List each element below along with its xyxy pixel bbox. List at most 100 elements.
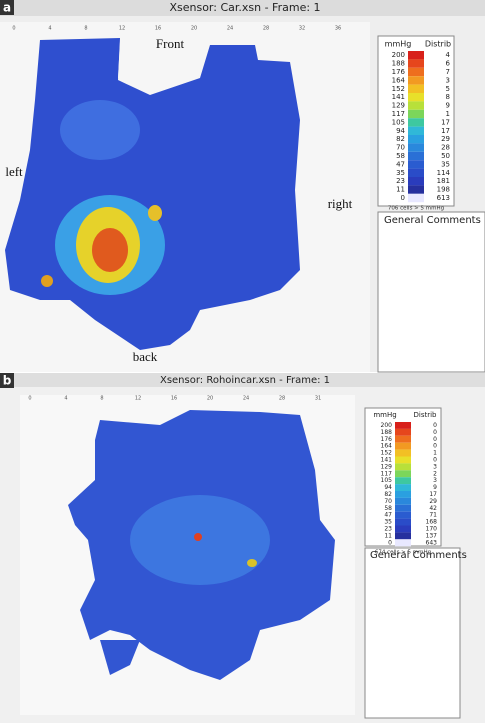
legend-level: 23 bbox=[384, 525, 392, 532]
legend-distrib: 0 bbox=[433, 456, 437, 463]
legend-cells: 674 cells > 5 mmHg bbox=[375, 550, 431, 556]
legend-level: 117 bbox=[392, 110, 405, 118]
annotation: back bbox=[133, 349, 158, 364]
legend-level: 94 bbox=[396, 127, 405, 135]
legend-swatch bbox=[408, 76, 424, 85]
legend-distrib: 17 bbox=[429, 491, 437, 498]
legend-distrib: 4 bbox=[446, 51, 451, 59]
panel-label-box bbox=[0, 0, 14, 15]
annotation: left bbox=[5, 164, 23, 179]
legend-distrib-header: Distrib bbox=[425, 40, 451, 49]
window-title: Xsensor: Car.xsn - Frame: 1 bbox=[169, 1, 320, 14]
legend-level: 82 bbox=[384, 491, 392, 498]
legend-swatch bbox=[408, 126, 424, 135]
legend-level: 200 bbox=[392, 51, 405, 59]
pressure-zone bbox=[41, 275, 53, 287]
legend-distrib: 2 bbox=[433, 470, 437, 477]
axis-tick-label: 4 bbox=[48, 26, 51, 32]
legend-swatch bbox=[408, 151, 424, 161]
legend-distrib: 17 bbox=[441, 127, 450, 135]
legend-level: 141 bbox=[381, 456, 393, 463]
legend-distrib: 9 bbox=[446, 102, 450, 110]
title-bar bbox=[0, 373, 485, 387]
legend-distrib: 28 bbox=[441, 144, 450, 152]
legend-swatch bbox=[395, 456, 411, 464]
legend-distrib: 3 bbox=[433, 463, 437, 470]
legend-distrib: 17 bbox=[441, 118, 450, 126]
legend-swatch bbox=[395, 518, 411, 526]
window-title: Xsensor: Rohoincar.xsn - Frame: 1 bbox=[160, 375, 330, 386]
legend-level: 141 bbox=[392, 93, 405, 101]
legend-level: 23 bbox=[396, 177, 405, 185]
legend-swatch bbox=[408, 193, 424, 203]
legend-distrib: 114 bbox=[437, 169, 451, 177]
panel-label-box bbox=[0, 373, 14, 388]
legend-swatch bbox=[408, 135, 424, 144]
legend-distrib: 71 bbox=[429, 512, 437, 519]
annotation: right bbox=[328, 196, 353, 211]
pressure-zone bbox=[92, 228, 128, 272]
legend-swatch bbox=[408, 143, 424, 152]
axis-tick-label: 0 bbox=[12, 26, 15, 32]
axis-tick-label: 20 bbox=[207, 396, 213, 402]
legend-unit: mmHg bbox=[373, 411, 396, 419]
legend-swatch bbox=[395, 504, 411, 512]
legend-distrib: 643 bbox=[426, 539, 438, 546]
legend-swatch bbox=[408, 84, 424, 93]
axis-tick-label: 12 bbox=[135, 396, 141, 402]
legend-swatch bbox=[395, 491, 411, 498]
legend-distrib: 181 bbox=[437, 177, 450, 185]
legend-level: 164 bbox=[392, 76, 406, 84]
legend-distrib: 29 bbox=[441, 135, 450, 143]
legend-distrib-header: Distrib bbox=[414, 411, 438, 419]
legend-swatch bbox=[408, 109, 424, 119]
legend-level: 58 bbox=[396, 152, 405, 160]
legend-distrib: 0 bbox=[433, 443, 437, 450]
axis-tick-label: 31 bbox=[315, 396, 321, 402]
legend-swatch bbox=[408, 59, 424, 68]
legend-distrib: 1 bbox=[433, 450, 437, 457]
legend-swatch bbox=[395, 497, 411, 505]
legend-level: 188 bbox=[381, 429, 393, 436]
legend-distrib: 35 bbox=[441, 160, 450, 168]
legend-distrib: 137 bbox=[426, 532, 438, 539]
legend-level: 188 bbox=[392, 60, 405, 68]
legend-swatch bbox=[395, 435, 411, 443]
legend-distrib: 29 bbox=[429, 498, 437, 505]
annotation: Front bbox=[156, 36, 185, 51]
legend-swatch bbox=[408, 160, 424, 169]
axis-tick-label: 8 bbox=[84, 26, 87, 32]
legend-level: 11 bbox=[396, 186, 405, 194]
legend-distrib: 0 bbox=[433, 429, 437, 436]
legend-distrib: 168 bbox=[426, 519, 438, 526]
legend-swatch bbox=[408, 168, 424, 177]
legend-swatch bbox=[408, 118, 424, 127]
legend-level: 11 bbox=[384, 532, 392, 539]
axis-tick-label: 16 bbox=[155, 26, 161, 32]
pressure-zone bbox=[194, 533, 202, 541]
legend-distrib: 50 bbox=[441, 152, 450, 160]
legend-level: 164 bbox=[381, 443, 393, 450]
legend-distrib: 198 bbox=[437, 186, 450, 194]
axis-tick-label: 4 bbox=[64, 396, 67, 402]
axis-tick-label: 32 bbox=[299, 26, 305, 32]
legend-swatch bbox=[395, 470, 411, 478]
legend-level: 70 bbox=[384, 498, 392, 505]
map-gap bbox=[118, 42, 205, 92]
axis-tick-label: 12 bbox=[119, 26, 125, 32]
legend-level: 105 bbox=[381, 477, 393, 484]
legend-swatch bbox=[395, 511, 411, 519]
legend-level: 129 bbox=[381, 463, 393, 470]
legend-unit: mmHg bbox=[385, 40, 412, 49]
legend-distrib: 42 bbox=[429, 505, 437, 512]
legend-distrib: 0 bbox=[433, 436, 437, 443]
legend-swatch bbox=[395, 422, 411, 429]
axis-tick-label: 24 bbox=[227, 26, 233, 32]
legend-level: 129 bbox=[392, 102, 405, 110]
legend-distrib: 7 bbox=[446, 68, 450, 76]
legend-swatch bbox=[408, 93, 424, 102]
legend-swatch bbox=[395, 484, 411, 491]
comments-box bbox=[364, 547, 461, 719]
legend-swatch bbox=[395, 525, 411, 533]
pressure-zone bbox=[148, 205, 162, 221]
